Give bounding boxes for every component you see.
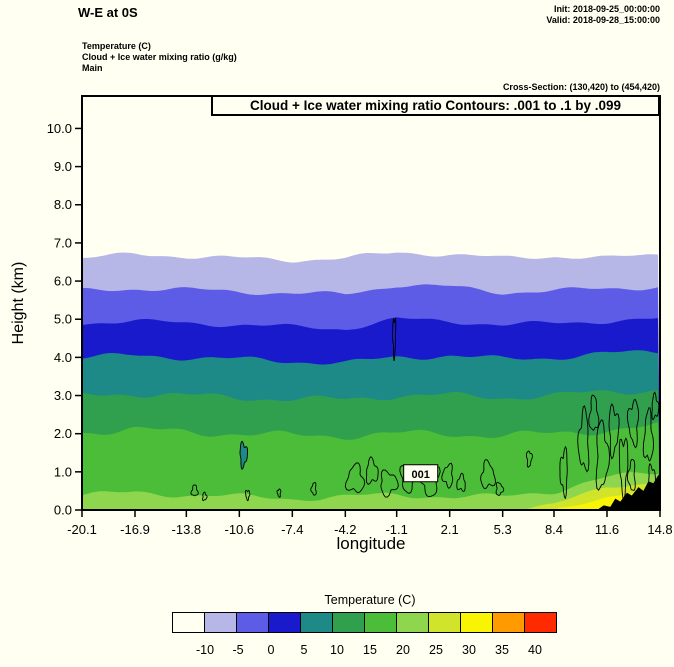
cloud-contour-line [608,403,620,460]
colorbar-cell-3 [268,612,301,633]
cloud-contour-line [642,407,654,462]
y-tick-label: 9.0 [54,159,72,174]
page-title: W-E at 0S [78,5,138,20]
colorbar-cell-7 [396,612,429,633]
x-tick-label: 14.8 [647,522,672,537]
terrain-profile [597,473,660,510]
colorbar-title: Temperature (C) [324,593,416,607]
colorbar-tick-label: 0 [267,643,275,657]
cross-section-info: Cross-Section: (130,420) to (454,420) [502,82,660,92]
colorbar-tick-label: 40 [528,643,542,657]
field-label-cloud-mixing-ratio: Cloud + Ice water mixing ratio (g/kg) [82,52,237,62]
colorbar-cell-4 [300,612,333,633]
temp-band-7 [82,472,660,510]
temp-band-6 [82,422,660,510]
contour-fill-layers: 001 [82,96,660,510]
colorbar-tick-label: 5 [300,643,308,657]
field-label-temperature: Temperature (C) [82,41,151,51]
y-tick-label: 3.0 [54,388,72,403]
cloud-contour-line [626,398,640,449]
cloud-contour-line [559,445,568,500]
cloud-contour-line [344,462,366,494]
x-tick-label: -16.9 [120,522,150,537]
y-tick-label: 0.0 [54,503,72,518]
contour-label-box [403,464,439,483]
x-tick-label: -7.4 [281,522,303,537]
colorbar-tick-label: 30 [462,643,476,657]
x-tick-label: 8.4 [545,522,563,537]
y-axis-label: Height (km) [10,261,27,345]
colorbar-cell-8 [428,612,461,633]
colorbar-tick-label: 20 [396,643,410,657]
x-tick-label: -1.1 [385,522,407,537]
y-tick-label: 1.0 [54,464,72,479]
cloud-contour-line [495,481,505,496]
axes: 0.0 1.0 2.0 3.0 4.0 5.0 6.0 7.0 8.0 9.0 10.0 -20.1 -… [47,121,673,537]
cloud-contour-line [202,491,208,502]
y-tick-label: 8.0 [54,197,72,212]
y-tick-label: 7.0 [54,235,72,250]
x-tick-label: 5.3 [494,522,512,537]
y-tick-label: 6.0 [54,274,72,289]
contour-label: 001 [412,469,430,481]
colorbar-cell-2 [236,612,269,633]
colorbar-tick-label: -5 [232,643,244,657]
cloud-contour-line [651,391,660,421]
colorbar-cell-10 [492,612,525,633]
cloud-contour-line [577,405,590,473]
init-time: Init: 2018-09-25_00:00:00 [553,4,660,14]
cloud-contour-line [525,450,533,468]
y-tick-label: 2.0 [54,426,72,441]
x-tick-label: -4.2 [334,522,356,537]
cloud-contour-line [365,456,379,485]
valid-time: Valid: 2018-09-28_15:00:00 [546,15,660,25]
cloud-contour-line [441,462,454,489]
colorbar-tick-labels: -10 -5 0 5 10 15 20 25 30 35 40 [0,643,674,659]
colorbar-cell-6 [364,612,397,633]
cloud-contour-line [239,440,249,470]
colorbar [172,612,557,633]
cloud-contour-line [588,394,600,431]
colorbar-tick-label: 10 [330,643,344,657]
colorbar-tick-label: 15 [363,643,377,657]
cloud-contour-line [456,472,466,493]
cloud-contour-line [245,489,251,502]
cloud-contour-line [627,458,636,491]
x-tick-label: 2.1 [441,522,459,537]
cloud-contour-line [648,463,656,497]
cloud-contour-line [595,419,611,491]
colorbar-tick-label: 35 [495,643,509,657]
colorbar-cell-1 [204,612,237,633]
colorbar-cell-9 [460,612,493,633]
colorbar-cell-5 [332,612,365,633]
colorbar-tick-label: 25 [429,643,443,657]
contour-info-box: Cloud + Ice water mixing ratio Contours:… [211,95,660,116]
cloud-contour-line [276,488,282,498]
colorbar-cell-11 [524,612,557,633]
x-tick-label: -13.8 [172,522,202,537]
cloud-contour-line [480,459,496,490]
x-tick-label: -20.1 [67,522,97,537]
y-tick-label: 5.0 [54,312,72,327]
cloud-contour-line [190,484,199,497]
field-label-main: Main [82,63,103,73]
colorbar-tick-label: -10 [195,643,215,657]
x-tick-label: 11.6 [595,522,619,537]
cloud-contour-line [618,437,629,501]
x-axis-label: longitude [336,534,406,553]
x-tick-label: -10.6 [225,522,255,537]
cloud-contour-line [310,482,317,496]
colorbar-cell-0 [172,612,205,633]
cloud-contour-line [380,469,399,498]
y-tick-label: 10.0 [47,121,72,136]
y-tick-label: 4.0 [54,350,72,365]
cloud-contour-line [392,317,397,362]
